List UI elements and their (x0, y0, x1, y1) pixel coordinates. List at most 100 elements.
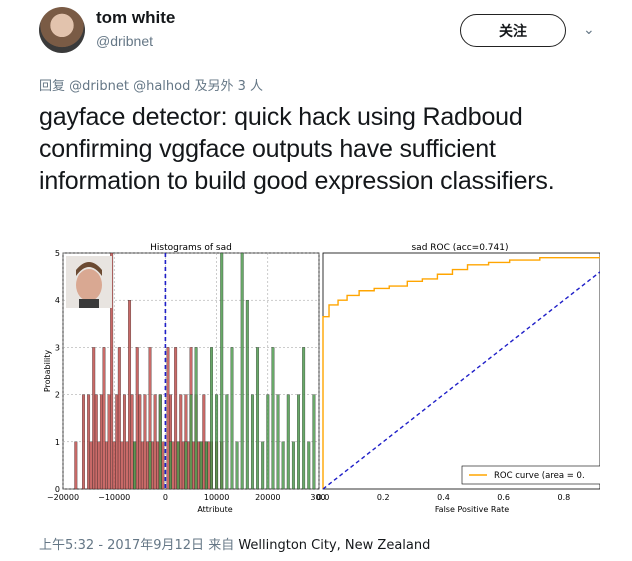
x-tick-label: 0.6 (497, 493, 510, 502)
histogram-bar (235, 441, 239, 490)
roc-plot-area (322, 252, 600, 490)
histogram-bar (166, 347, 170, 490)
reply-suffix[interactable]: 及另外 3 人 (194, 79, 264, 94)
histogram-bar (169, 441, 172, 490)
histogram-bar (94, 394, 98, 490)
histogram-bar (110, 252, 114, 490)
histogram-bar (97, 441, 101, 490)
histogram-bar (176, 441, 180, 490)
roc-title: sad ROC (acc=0.741) (411, 243, 508, 253)
x-tick-label: 10000 (204, 493, 229, 502)
histogram-xticks: −20000 −10000 0 10000 20000 300 (47, 493, 326, 502)
histogram-bar (256, 347, 260, 490)
tweet-footer: 上午5:32 - 2017年9月12日 来自 Wellington City, … (39, 534, 430, 553)
location-link[interactable]: Wellington City, New Zealand (238, 538, 431, 553)
histogram-bar (102, 347, 106, 490)
tweet-media[interactable]: Histograms of sad Attribute Probability … (39, 236, 600, 519)
histogram-bar (87, 394, 91, 490)
histogram-bar (245, 300, 249, 490)
histogram-bar (130, 394, 134, 490)
follow-button[interactable]: 关注 (460, 14, 566, 47)
histogram-bar (112, 441, 116, 490)
roc-xticks: 0.0 0.2 0.4 0.6 0.8 (317, 493, 571, 502)
footer-from: 来自 (208, 538, 235, 553)
mention-link[interactable]: @halhod (133, 79, 191, 94)
histogram-bar (302, 347, 306, 490)
x-tick-label: 0.8 (558, 493, 571, 502)
histogram-bar (133, 441, 137, 490)
histogram-bar (291, 441, 295, 490)
y-tick-label: 5 (55, 249, 60, 258)
histogram-bar (117, 347, 121, 490)
histogram-bar (122, 394, 126, 490)
histogram-bar (207, 441, 211, 490)
histogram-bar (174, 347, 178, 490)
histogram-bar (158, 394, 162, 490)
histogram-bar (192, 441, 196, 490)
y-tick-label: 0 (55, 485, 60, 494)
x-tick-label: −10000 (98, 493, 130, 502)
histogram-title: Histograms of sad (150, 243, 232, 253)
histogram-bar (197, 441, 201, 490)
histogram-bar (225, 394, 229, 490)
histogram-bar (189, 394, 193, 490)
histogram-bar (120, 441, 124, 490)
x-tick-label: 0.4 (437, 493, 450, 502)
histogram-bar (148, 441, 152, 490)
user-handle[interactable]: @dribnet (96, 33, 154, 49)
x-tick-label: −20000 (47, 493, 79, 502)
histogram-bar (281, 441, 285, 490)
histogram-bar (138, 394, 142, 490)
histogram-bar (261, 441, 265, 490)
mention-link[interactable]: @dribnet (69, 79, 129, 94)
roc-lines (322, 257, 600, 490)
timestamp[interactable]: 上午5:32 - 2017年9月12日 (39, 538, 205, 553)
reply-context: 回复 @dribnet @halhod 及另外 3 人 (39, 75, 263, 94)
histogram-bar (146, 441, 149, 490)
roc-xlabel: False Positive Rate (435, 505, 509, 514)
chevron-down-icon[interactable]: ⌄ (583, 22, 595, 38)
histogram-bar (240, 252, 244, 490)
histogram-bar (74, 441, 78, 490)
histogram-bar (184, 441, 188, 490)
histogram-bar (156, 441, 160, 490)
histogram-bar (171, 441, 175, 490)
y-tick-label: 3 (55, 343, 60, 352)
histogram-bar (128, 300, 132, 490)
histogram-chart: Histograms of sad Attribute Probability … (43, 243, 326, 514)
histogram-bar (250, 394, 254, 490)
histogram-bar (297, 394, 300, 490)
tweet-text: gayface detector: quick hack using Radbo… (39, 103, 555, 195)
histogram-bar (271, 347, 275, 490)
histogram-bar (92, 347, 96, 490)
histogram-bar (215, 394, 219, 490)
avatar[interactable] (39, 7, 85, 53)
histogram-bar (135, 347, 139, 490)
y-tick-label: 1 (55, 438, 60, 447)
roc-legend-label: ROC curve (area = 0. (494, 471, 585, 481)
histogram-bar (307, 441, 311, 490)
reply-prefix: 回复 (39, 79, 66, 94)
histogram-bar (82, 394, 85, 490)
histogram-bar (151, 441, 155, 490)
histogram-bar (115, 394, 119, 490)
roc-legend: ROC curve (area = 0. (461, 465, 600, 485)
histogram-bar (210, 347, 213, 490)
x-tick-label: 0.2 (377, 493, 390, 502)
histogram-bar (186, 441, 190, 490)
histogram-bar (204, 441, 208, 490)
x-tick-label: 300 (310, 493, 325, 502)
histogram-xlabel: Attribute (197, 505, 232, 514)
histogram-bar (153, 394, 157, 490)
histogram-bar (202, 394, 206, 490)
histogram-bar (199, 441, 203, 490)
histogram-bar (107, 394, 111, 490)
face-thumbnail (66, 256, 112, 308)
histogram-bar (105, 441, 108, 490)
histogram-bar (140, 441, 144, 490)
roc-chart: ROC curve (area = 0. sad ROC (acc=0.741)… (317, 243, 600, 514)
histogram-ylabel: Probability (43, 350, 52, 393)
histogram-bars (74, 252, 316, 490)
display-name[interactable]: tom white (96, 8, 176, 27)
histogram-bar (181, 441, 185, 490)
